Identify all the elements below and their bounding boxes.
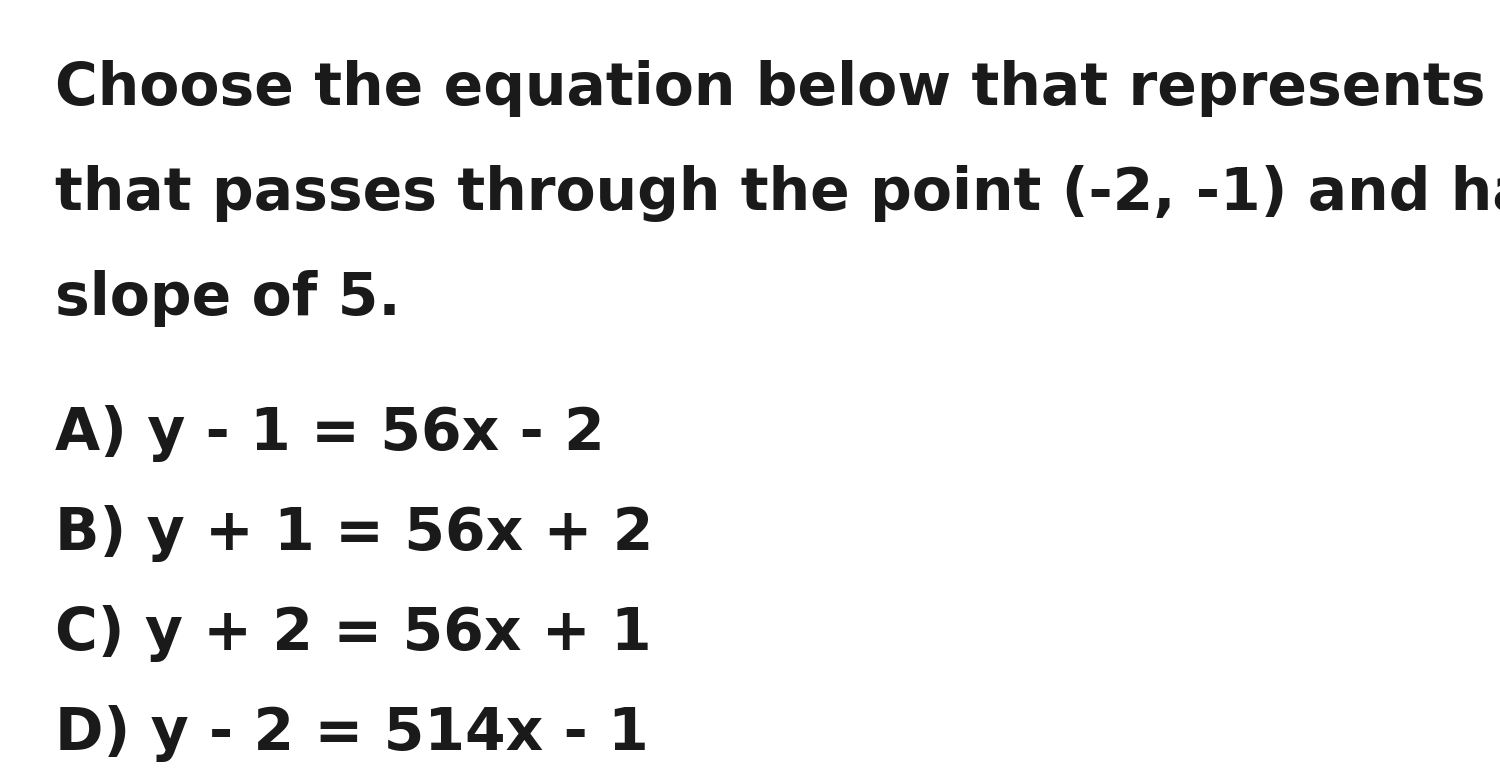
Text: C) y + 2 = 56x + 1: C) y + 2 = 56x + 1 <box>56 605 651 662</box>
Text: D) y - 2 = 514x - 1: D) y - 2 = 514x - 1 <box>56 705 648 762</box>
Text: that passes through the point (-2, -1) and has a: that passes through the point (-2, -1) a… <box>56 165 1500 222</box>
Text: A) y - 1 = 56x - 2: A) y - 1 = 56x - 2 <box>56 405 605 462</box>
Text: Choose the equation below that represents the line: Choose the equation below that represent… <box>56 60 1500 117</box>
Text: B) y + 1 = 56x + 2: B) y + 1 = 56x + 2 <box>56 505 654 562</box>
Text: slope of 5.: slope of 5. <box>56 270 400 327</box>
